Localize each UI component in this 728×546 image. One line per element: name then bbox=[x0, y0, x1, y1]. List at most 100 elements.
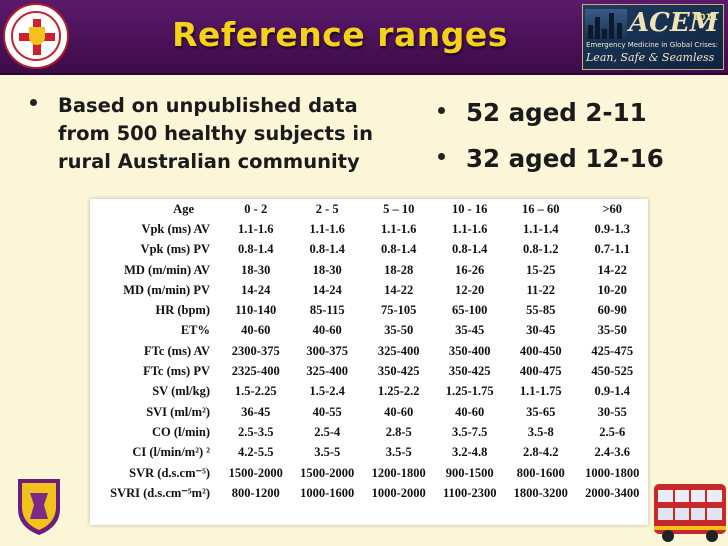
title-bar: Reference ranges ACEM 2011 Emergency Med… bbox=[0, 0, 728, 75]
table-cell: 2000-3400 bbox=[585, 485, 640, 500]
table-cell: 1000-2000 bbox=[371, 485, 426, 500]
table-cell: 400-475 bbox=[519, 364, 562, 379]
table-cell: 14-22 bbox=[384, 282, 414, 297]
table-cell: 350-425 bbox=[377, 364, 420, 379]
table-body: Vpk (ms) AV 1.1-1.6 1.1-1.6 1.1-1.6 1.1-1.6 1… bbox=[90, 219, 648, 503]
row-label: FTc (ms) PV bbox=[143, 364, 210, 379]
table-cell: 3.2-4.8 bbox=[452, 445, 488, 460]
table-cell: 35-45 bbox=[455, 323, 485, 338]
acem-conference-logo: ACEM 2011 Emergency Medicine in Global C… bbox=[582, 4, 724, 70]
table-cell: 14-24 bbox=[312, 282, 342, 297]
table-cell: 1000-1600 bbox=[300, 485, 355, 500]
table-cell: 60-90 bbox=[597, 303, 627, 318]
table-cell: 40-60 bbox=[384, 404, 414, 419]
table-cell: 40-55 bbox=[312, 404, 342, 419]
table-cell: 1500-2000 bbox=[228, 465, 283, 480]
table-cell: 11-22 bbox=[526, 282, 555, 297]
table-cell: 325-400 bbox=[306, 364, 349, 379]
table-cell: 2.5-6 bbox=[599, 424, 626, 439]
table-cell: 3.5-8 bbox=[527, 424, 554, 439]
table-cell: 18-30 bbox=[312, 262, 342, 277]
table-row: SVR (d.s.cm⁻⁵) 1500-2000 1500-2000 1200-180… bbox=[90, 463, 648, 483]
row-label: SVR (d.s.cm⁻⁵) bbox=[129, 466, 210, 480]
acem-subtitle: Emergency Medicine in Global Crises: bbox=[586, 41, 719, 49]
row-label: SVI (ml/m²) bbox=[146, 404, 210, 419]
table-cell: 325-400 bbox=[377, 343, 420, 358]
table-cell: 30-55 bbox=[597, 404, 627, 419]
table-cell: 350-425 bbox=[448, 364, 491, 379]
table-cell: 35-50 bbox=[384, 323, 414, 338]
table-cell: 1800-3200 bbox=[513, 485, 568, 500]
table-cell: 0.8-1.4 bbox=[452, 242, 488, 257]
table-cell: 300-375 bbox=[306, 343, 349, 358]
table-cell: 40-60 bbox=[455, 404, 485, 419]
bullet-icon bbox=[438, 107, 445, 114]
row-label: ET% bbox=[180, 323, 210, 338]
table-cell: 3.5-7.5 bbox=[452, 424, 488, 439]
table-row: SVI (ml/m²) 36-45 40-55 40-60 40-60 35-65 30-5… bbox=[90, 402, 648, 422]
city-skyline-icon bbox=[585, 9, 627, 39]
column-header: >60 bbox=[602, 201, 623, 216]
table-cell: 1.5-2.4 bbox=[309, 384, 345, 399]
bullet-text: Based on unpublished data from 500 healt… bbox=[58, 94, 373, 173]
table-cell: 1200-1800 bbox=[371, 465, 426, 480]
table-cell: 85-115 bbox=[309, 303, 345, 318]
column-header: 2 - 5 bbox=[315, 201, 339, 216]
table-cell: 75-105 bbox=[381, 303, 417, 318]
table-cell: 450-525 bbox=[591, 364, 634, 379]
bullet-text: 52 aged 2-11 bbox=[466, 98, 647, 127]
page-title: Reference ranges bbox=[172, 15, 508, 54]
column-header: 16 – 60 bbox=[522, 201, 560, 216]
table-row: SV (ml/kg) 1.5-2.25 1.5-2.4 1.25-2.2 1.25-1.… bbox=[90, 382, 648, 402]
table-cell: 1000-1800 bbox=[585, 465, 640, 480]
table-cell: 3.5-5 bbox=[385, 445, 412, 460]
table-cell: 4.2-5.5 bbox=[238, 445, 274, 460]
table-cell: 1.1-1.6 bbox=[309, 221, 345, 236]
table-cell: 1.5-2.25 bbox=[234, 384, 277, 399]
table-row: FTc (ms) AV 2300-375 300-375 325-400 350-400… bbox=[90, 341, 648, 361]
table-header-row: Age 0 - 2 2 - 5 5 – 10 10 - 16 16 – 60 >… bbox=[90, 199, 648, 219]
table-cell: 2325-400 bbox=[231, 364, 280, 379]
table-cell: 40-60 bbox=[312, 323, 342, 338]
table-cell: 0.9-1.4 bbox=[594, 384, 630, 399]
table-row: CO (l/min) 2.5-3.5 2.5-4 2.8-5 3.5-7.5 3.5-8 2… bbox=[90, 422, 648, 442]
column-header: 5 – 10 bbox=[383, 201, 415, 216]
table-cell: 1500-2000 bbox=[300, 465, 355, 480]
table-cell: 14-24 bbox=[241, 282, 271, 297]
table-cell: 0.8-1.4 bbox=[238, 242, 274, 257]
column-header: 0 - 2 bbox=[244, 201, 268, 216]
list-item: 52 aged 2-11 bbox=[436, 93, 716, 139]
column-header: Age bbox=[173, 201, 194, 216]
row-label: MD (m/min) PV bbox=[123, 282, 210, 297]
table-row: HR (bpm) 110-140 85-115 75-105 65-100 55-85 60… bbox=[90, 300, 648, 320]
table-cell: 2.5-4 bbox=[314, 424, 341, 439]
row-label: MD (m/min) AV bbox=[124, 262, 210, 277]
acem-year: 2011 bbox=[693, 13, 719, 23]
table-cell: 350-400 bbox=[448, 343, 491, 358]
table-row: MD (m/min) PV 14-24 14-24 14-22 12-20 11-22 10… bbox=[90, 280, 648, 300]
table-cell: 110-140 bbox=[235, 303, 277, 318]
table-cell: 2.8-5 bbox=[385, 424, 412, 439]
table-cell: 3.5-5 bbox=[314, 445, 341, 460]
table-cell: 30-45 bbox=[526, 323, 556, 338]
table-cell: 15-25 bbox=[526, 262, 556, 277]
row-label: HR (bpm) bbox=[155, 303, 210, 318]
cuhk-crest-logo bbox=[18, 479, 60, 535]
table-row: Vpk (ms) AV 1.1-1.6 1.1-1.6 1.1-1.6 1.1-1.6 1… bbox=[90, 219, 648, 239]
table-cell: 18-28 bbox=[384, 262, 414, 277]
list-item: Based on unpublished data from 500 healt… bbox=[24, 92, 414, 176]
table-cell: 2.4-3.6 bbox=[594, 445, 630, 460]
acem-brand: ACEM bbox=[629, 8, 719, 38]
table-cell: 1.1-1.75 bbox=[519, 384, 562, 399]
table-cell: 36-45 bbox=[241, 404, 271, 419]
acem-tagline: Lean, Safe & Seamless bbox=[586, 51, 715, 64]
bullet-icon bbox=[438, 153, 445, 160]
table-cell: 1.1-1.6 bbox=[452, 221, 488, 236]
table-row: ET% 40-60 40-60 35-50 35-45 30-45 35-50 bbox=[90, 321, 648, 341]
row-label: Vpk (ms) AV bbox=[141, 221, 210, 236]
row-label: Vpk (ms) PV bbox=[140, 242, 210, 257]
table-row: SVRI (d.s.cm⁻⁵m²) 800-1200 1000-1600 1000-2… bbox=[90, 483, 648, 503]
table-cell: 0.9-1.3 bbox=[594, 221, 630, 236]
table-cell: 1.25-1.75 bbox=[445, 384, 494, 399]
table-cell: 65-100 bbox=[452, 303, 488, 318]
